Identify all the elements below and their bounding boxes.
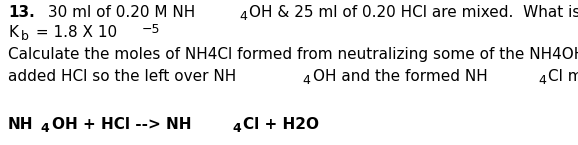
Text: 4: 4 <box>302 74 310 87</box>
Text: OH and the formed NH: OH and the formed NH <box>313 69 487 84</box>
Text: Cl mixture make a basic buffer: Cl mixture make a basic buffer <box>549 69 578 84</box>
Text: OH & 25 ml of 0.20 HCl are mixed.  What is the pH?: OH & 25 ml of 0.20 HCl are mixed. What i… <box>249 5 578 20</box>
Text: K: K <box>8 25 18 40</box>
Text: 4: 4 <box>239 10 247 23</box>
Text: 13.: 13. <box>8 5 35 20</box>
Text: 4: 4 <box>538 74 546 87</box>
Text: b: b <box>21 30 29 43</box>
Text: 4: 4 <box>41 122 50 135</box>
Text: added HCl so the left over NH: added HCl so the left over NH <box>8 69 236 84</box>
Text: Calculate the moles of NH4Cl formed from neutralizing some of the NH4OH with the: Calculate the moles of NH4Cl formed from… <box>8 47 578 62</box>
Text: OH + HCl --> NH: OH + HCl --> NH <box>52 117 192 132</box>
Text: 4: 4 <box>232 122 241 135</box>
Text: Cl + H2O: Cl + H2O <box>243 117 320 132</box>
Text: −5: −5 <box>142 23 161 36</box>
Text: 30 ml of 0.20 M NH: 30 ml of 0.20 M NH <box>43 5 195 20</box>
Text: NH: NH <box>8 117 34 132</box>
Text: = 1.8 X 10: = 1.8 X 10 <box>31 25 117 40</box>
